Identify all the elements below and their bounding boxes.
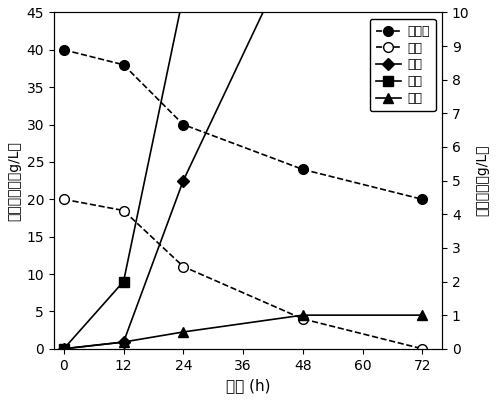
木糖 — [61, 197, 67, 202]
Y-axis label: 产物浓度（g/L）: 产物浓度（g/L） — [475, 145, 489, 216]
木糖 — [121, 208, 126, 213]
乙醇 — [61, 346, 67, 351]
木糖 — [419, 346, 425, 351]
乙醇 — [300, 313, 306, 318]
丁醇 — [121, 279, 126, 284]
Legend: 葡萄糖, 木糖, 丙酮, 丁醇, 乙醇: 葡萄糖, 木糖, 丙酮, 丁醇, 乙醇 — [370, 19, 436, 111]
Line: 乙醇: 乙醇 — [59, 310, 427, 354]
木糖 — [300, 316, 306, 321]
丙酮 — [181, 178, 186, 183]
葡萄糖 — [419, 197, 425, 202]
Line: 丁醇: 丁醇 — [59, 0, 427, 354]
乙醇 — [419, 313, 425, 318]
丁醇 — [61, 346, 67, 351]
丙酮 — [121, 340, 126, 344]
Line: 葡萄糖: 葡萄糖 — [59, 45, 427, 204]
乙醇 — [181, 330, 186, 334]
葡萄糖 — [300, 167, 306, 172]
Y-axis label: 还原糖浓度（g/L）: 还原糖浓度（g/L） — [7, 141, 21, 220]
葡萄糖 — [121, 62, 126, 67]
葡萄糖 — [181, 122, 186, 127]
丙酮 — [61, 346, 67, 351]
X-axis label: 时间 (h): 时间 (h) — [226, 378, 270, 393]
Line: 木糖: 木糖 — [59, 194, 427, 354]
葡萄糖 — [61, 48, 67, 52]
乙醇 — [121, 340, 126, 344]
Line: 丙酮: 丙酮 — [60, 0, 427, 353]
木糖 — [181, 264, 186, 269]
